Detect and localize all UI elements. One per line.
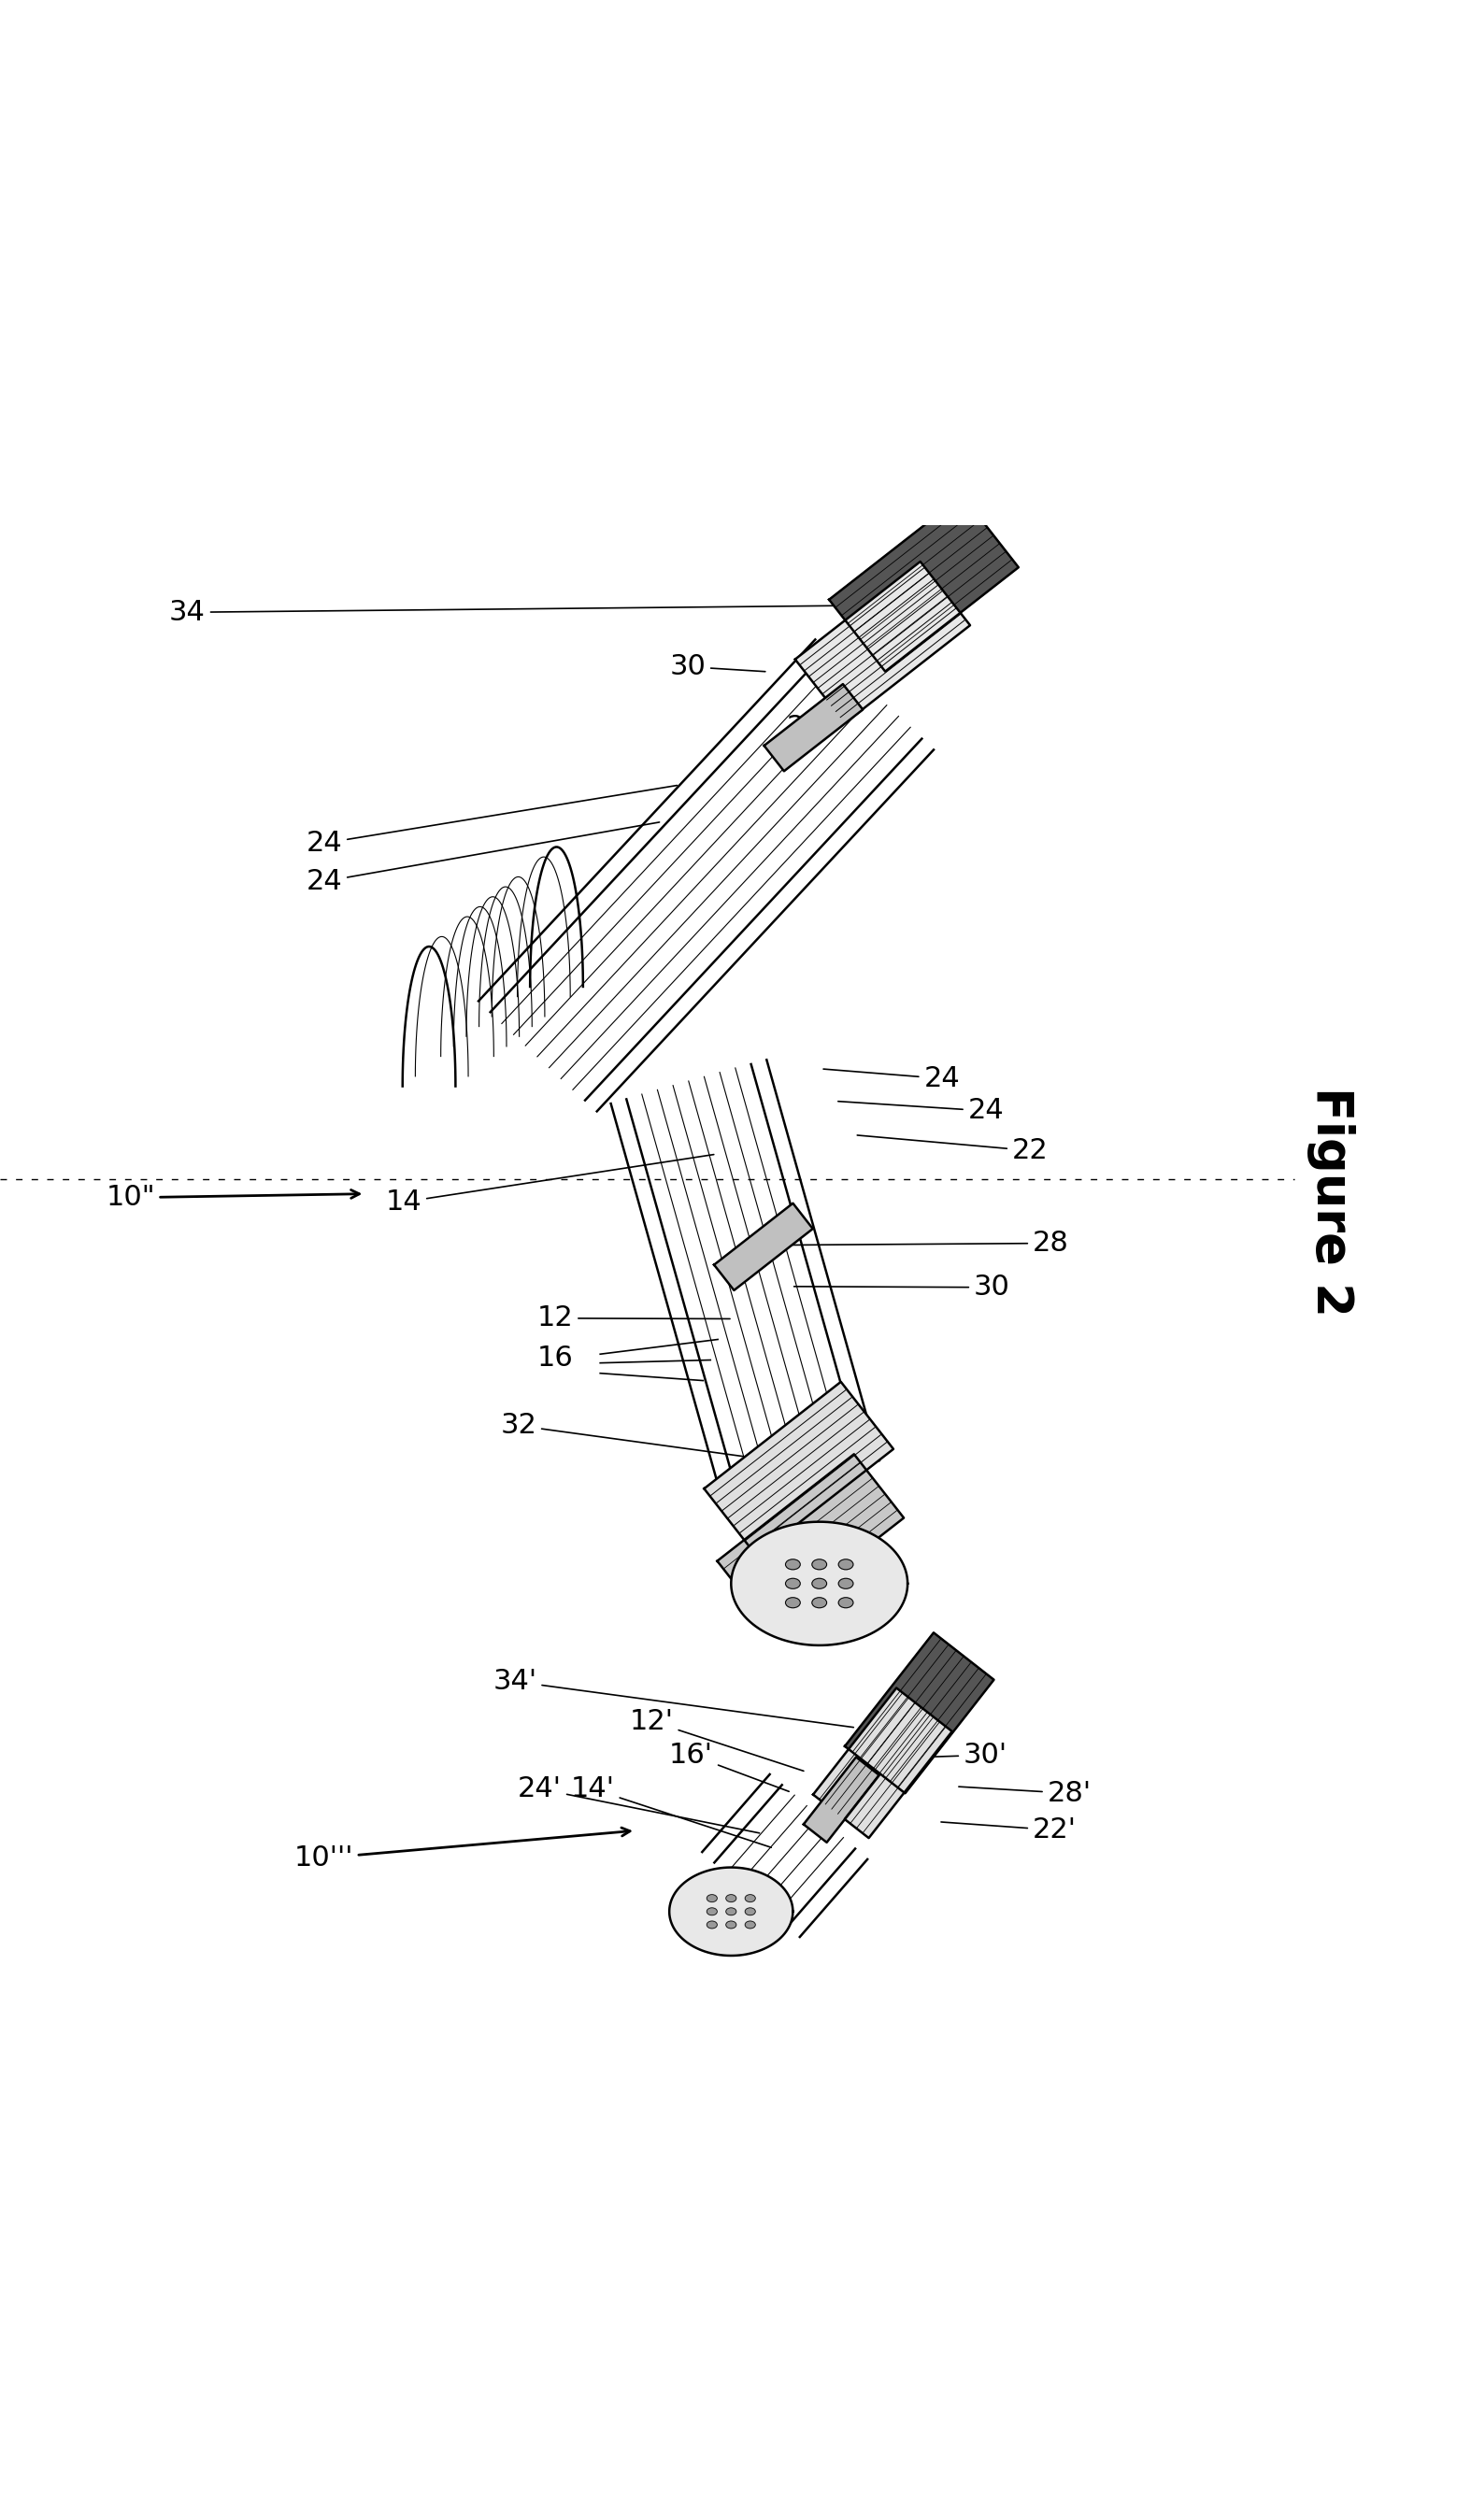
Ellipse shape xyxy=(838,1598,853,1608)
Ellipse shape xyxy=(838,1560,853,1570)
Text: 12: 12 xyxy=(537,1305,730,1331)
Text: 30: 30 xyxy=(669,653,765,680)
Text: 28': 28' xyxy=(959,1779,1091,1807)
Ellipse shape xyxy=(786,1560,800,1570)
Polygon shape xyxy=(813,1688,952,1837)
Text: 30': 30' xyxy=(927,1741,1008,1769)
Text: 14': 14' xyxy=(571,1774,771,1847)
Text: 12': 12' xyxy=(630,1709,803,1772)
Ellipse shape xyxy=(812,1598,827,1608)
Text: 28: 28 xyxy=(756,1230,1069,1257)
Text: Figure 2: Figure 2 xyxy=(1306,1086,1356,1315)
Ellipse shape xyxy=(786,1598,800,1608)
Ellipse shape xyxy=(838,1578,853,1588)
Text: 10''': 10''' xyxy=(294,1827,630,1872)
Polygon shape xyxy=(669,1867,793,1956)
Text: 34: 34 xyxy=(169,600,850,625)
Polygon shape xyxy=(796,562,969,723)
Text: 22': 22' xyxy=(941,1817,1077,1845)
Ellipse shape xyxy=(786,1578,800,1588)
Ellipse shape xyxy=(706,1908,718,1915)
Ellipse shape xyxy=(812,1578,827,1588)
Text: 24: 24 xyxy=(306,822,659,895)
Text: 34': 34' xyxy=(493,1668,853,1726)
Ellipse shape xyxy=(706,1895,718,1903)
Text: 14: 14 xyxy=(385,1154,713,1215)
Polygon shape xyxy=(731,1522,908,1646)
Polygon shape xyxy=(830,496,1018,670)
Text: 24: 24 xyxy=(306,786,677,857)
Ellipse shape xyxy=(744,1920,756,1928)
Text: 24': 24' xyxy=(518,1774,759,1832)
Polygon shape xyxy=(763,683,863,771)
Polygon shape xyxy=(718,1454,903,1625)
Text: 32: 32 xyxy=(500,1411,756,1459)
Polygon shape xyxy=(705,1381,893,1555)
Text: 16: 16 xyxy=(537,1346,574,1371)
Polygon shape xyxy=(713,1202,813,1290)
Text: 24: 24 xyxy=(838,1096,1005,1124)
Text: 22: 22 xyxy=(858,1134,1049,1164)
Polygon shape xyxy=(844,1633,994,1794)
Ellipse shape xyxy=(725,1920,736,1928)
Text: 28: 28 xyxy=(787,713,824,741)
Ellipse shape xyxy=(744,1895,756,1903)
Polygon shape xyxy=(803,1756,880,1842)
Ellipse shape xyxy=(725,1908,736,1915)
Text: 10": 10" xyxy=(106,1184,359,1212)
Text: 24: 24 xyxy=(824,1066,961,1091)
Ellipse shape xyxy=(744,1908,756,1915)
Text: 30: 30 xyxy=(794,1273,1011,1300)
Ellipse shape xyxy=(812,1560,827,1570)
Ellipse shape xyxy=(706,1920,718,1928)
Ellipse shape xyxy=(725,1895,736,1903)
Text: 16': 16' xyxy=(669,1741,788,1792)
